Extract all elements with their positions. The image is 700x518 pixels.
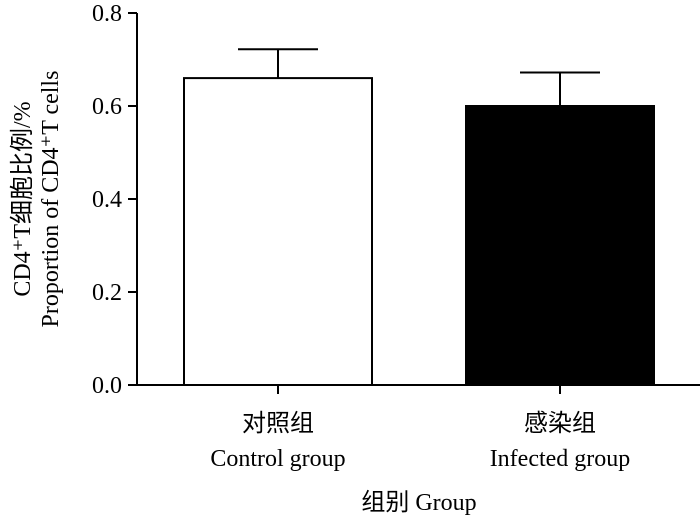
- x-category-label-en: Control group: [210, 446, 345, 472]
- bar-control: [183, 77, 373, 386]
- y-tick-label: 0.0: [92, 373, 122, 399]
- error-bars: [238, 48, 600, 106]
- y-tick-label: 0.8: [92, 1, 122, 27]
- y-axis-ticks: 0.0 0.2 0.4 0.6 0.8: [92, 1, 137, 399]
- x-axis-title: 组别 Group: [361, 489, 476, 516]
- y-tick-label: 0.6: [92, 94, 122, 120]
- bars: [183, 77, 655, 386]
- x-axis-category-labels: 对照组 Control group 感染组 Infected group: [210, 385, 630, 472]
- bar-infected: [465, 105, 655, 386]
- y-axis-title-line1: CD4⁺T细胞比例/%: [9, 101, 36, 296]
- y-tick-label: 0.4: [92, 187, 122, 213]
- x-category-label-zh: 感染组: [524, 410, 596, 437]
- y-axis-title-line2: Proportion of CD4⁺T cells: [38, 71, 64, 328]
- y-tick-label: 0.2: [92, 280, 122, 306]
- x-category-label-en: Infected group: [490, 446, 631, 472]
- x-category-label-zh: 对照组: [242, 410, 314, 437]
